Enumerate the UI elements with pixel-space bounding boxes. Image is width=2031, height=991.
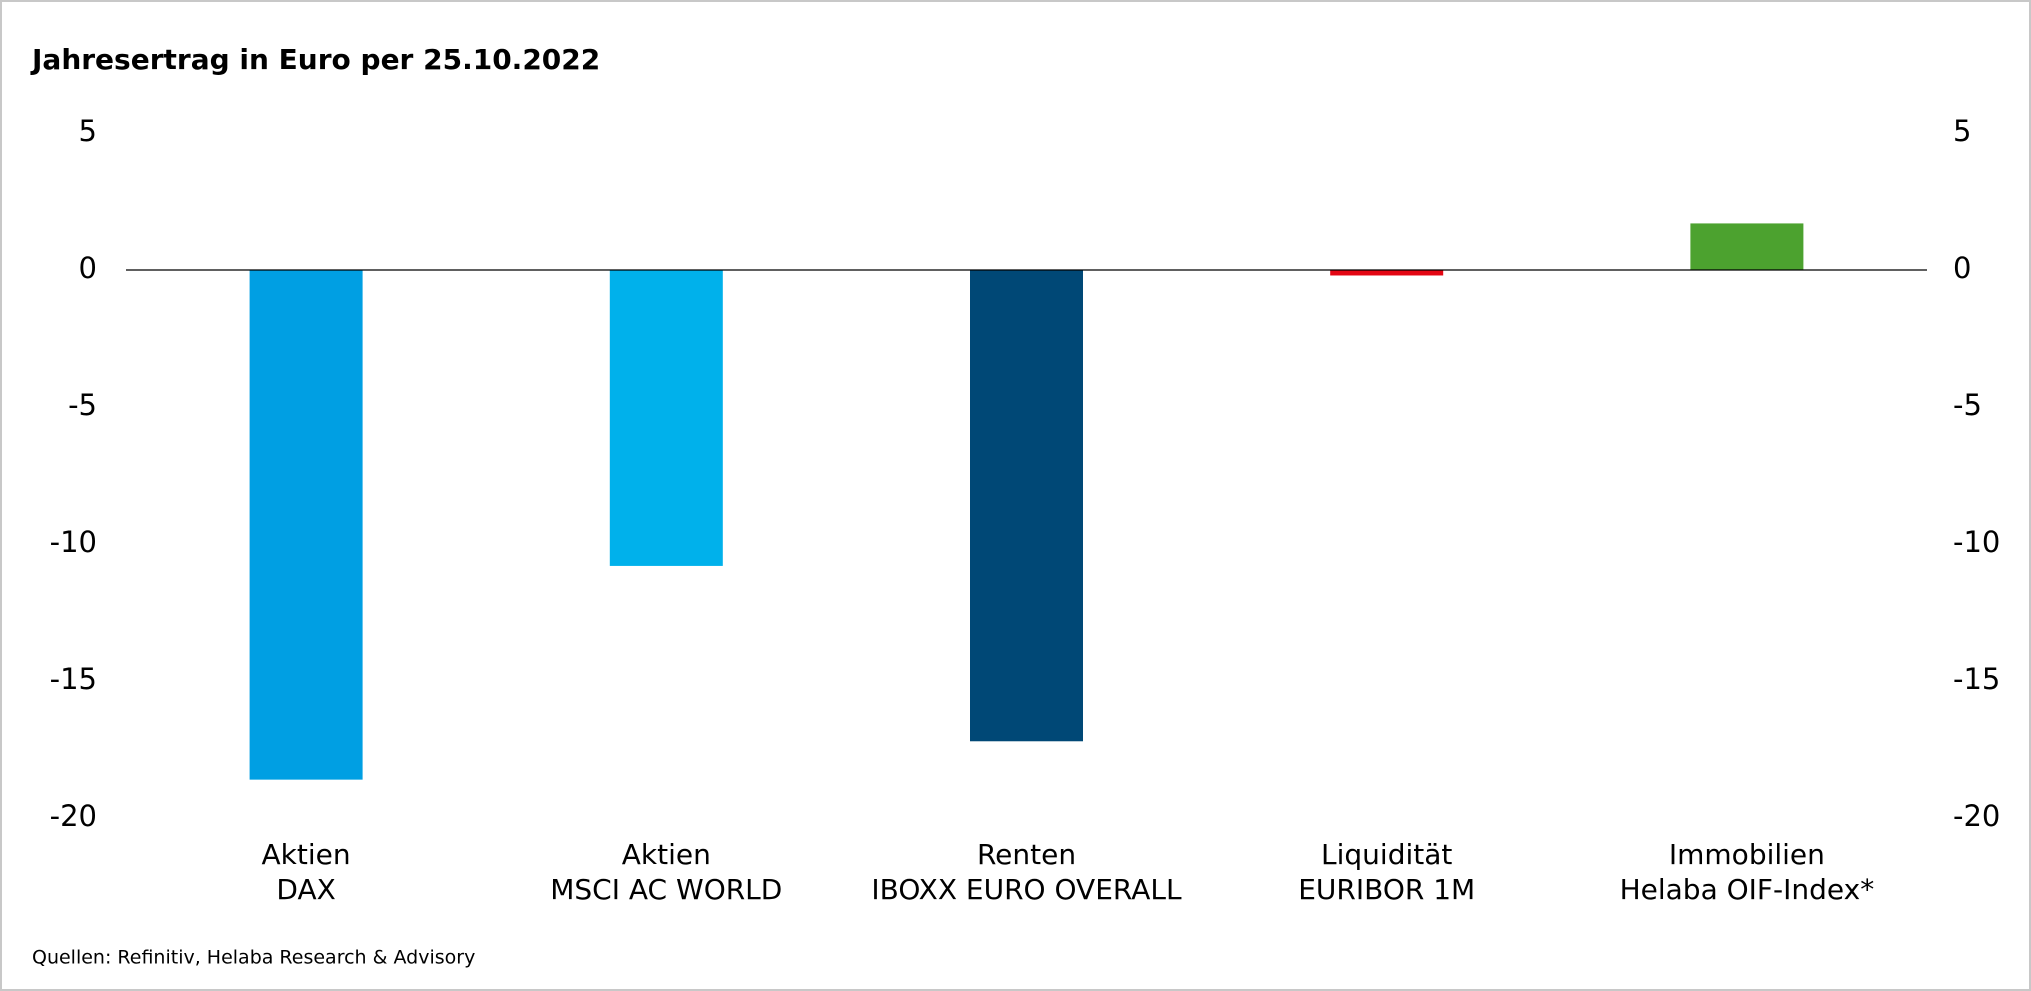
x-tick-label: EURIBOR 1M <box>1298 873 1475 906</box>
y2-tick-label: -5 <box>1953 388 1982 422</box>
y-tick-label: 5 <box>79 114 97 148</box>
y2-tick-label: 0 <box>1953 251 1971 285</box>
bar <box>249 270 363 780</box>
y-tick-label: -15 <box>50 662 97 696</box>
y-tick-label: 0 <box>79 251 97 285</box>
y2-tick-label: 5 <box>1953 114 1971 148</box>
x-tick-label: Immobilien <box>1669 838 1825 871</box>
x-tick-label: DAX <box>276 873 335 906</box>
x-tick-label: Aktien <box>622 838 711 871</box>
x-tick-label: Liquidität <box>1321 838 1452 871</box>
y2-tick-label: -10 <box>1953 525 2000 559</box>
y-tick-label: -5 <box>68 388 97 422</box>
y-tick-label: -20 <box>50 799 97 833</box>
bar <box>970 270 1083 742</box>
y2-tick-label: -15 <box>1953 662 2000 696</box>
bar <box>1690 223 1804 270</box>
x-tick-label: IBOXX EURO OVERALL <box>871 873 1182 906</box>
x-tick-label: MSCI AC WORLD <box>550 873 782 906</box>
chart-title: Jahresertrag in Euro per 25.10.2022 <box>30 43 600 76</box>
x-tick-label: Helaba OIF-Index* <box>1620 873 1875 906</box>
x-tick-label: Renten <box>977 838 1076 871</box>
bar <box>609 270 723 566</box>
source: Quellen: Refinitiv, Helaba Research & Ad… <box>32 947 475 969</box>
bar <box>1330 270 1444 276</box>
y2-tick-label: -20 <box>1953 799 2000 833</box>
x-tick-label: Aktien <box>262 838 351 871</box>
y-tick-label: -10 <box>50 525 97 559</box>
